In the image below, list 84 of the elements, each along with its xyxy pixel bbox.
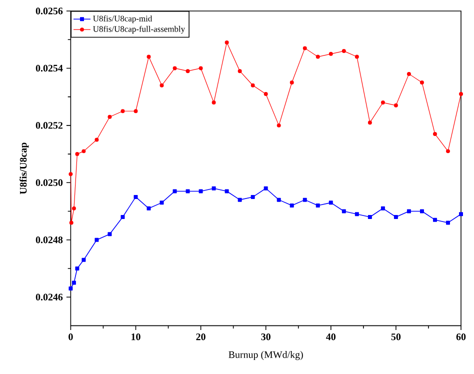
point (108, 232, 112, 236)
x-tick-label: 20 (196, 333, 206, 340)
point (212, 100, 216, 105)
point (342, 49, 346, 54)
point (69, 220, 74, 225)
y-tick-label: 0.0252 (36, 122, 63, 129)
point (134, 109, 138, 114)
point (75, 152, 80, 156)
point (290, 204, 294, 208)
point (380, 206, 385, 210)
point (198, 66, 203, 70)
point (120, 214, 125, 219)
point (186, 189, 190, 194)
point (250, 83, 255, 88)
y-tick-label: 0.0246 (36, 294, 63, 300)
point (172, 66, 177, 70)
point (160, 200, 164, 205)
point (238, 69, 242, 74)
point (276, 198, 281, 202)
point (328, 52, 333, 56)
point (302, 46, 307, 50)
point (82, 149, 86, 154)
point (94, 138, 99, 142)
point (380, 100, 385, 105)
point (342, 209, 346, 214)
point (302, 198, 307, 202)
point (316, 54, 320, 59)
y-tick-label: 0.0256 (36, 8, 63, 14)
point (368, 120, 372, 125)
point (238, 198, 242, 202)
point (459, 92, 463, 96)
point (459, 212, 463, 216)
point (406, 209, 411, 214)
point (146, 206, 151, 210)
point (146, 54, 151, 59)
point (420, 80, 424, 85)
legend-label: U8fis/U8cap-full-assembly (93, 26, 186, 34)
point (406, 72, 411, 76)
point (72, 280, 76, 285)
legend-label: U8fis/U8cap-mid (93, 15, 152, 24)
point (276, 123, 281, 128)
x-tick-label: 30 (261, 333, 270, 340)
point (354, 54, 359, 59)
y-tick-label: 0.0254 (36, 64, 63, 72)
point (368, 214, 372, 219)
point (316, 204, 320, 208)
point (432, 218, 437, 222)
point (264, 92, 268, 96)
point (224, 40, 229, 44)
point (432, 132, 437, 136)
x-tick-label: 50 (391, 333, 401, 340)
x-tick-label: 10 (132, 333, 140, 340)
point (328, 200, 333, 205)
point (68, 172, 73, 176)
point (94, 238, 99, 242)
point (420, 209, 424, 214)
point (394, 103, 398, 108)
point (354, 212, 359, 216)
point (446, 149, 450, 154)
point (446, 220, 450, 225)
point (264, 186, 268, 190)
x-axis-title: Burnup (MWd/kg) (228, 351, 303, 360)
y-tick-label: 0.0248 (36, 236, 63, 244)
point (212, 186, 216, 190)
point (290, 80, 294, 85)
point (394, 214, 398, 219)
point (172, 189, 177, 194)
point (68, 286, 73, 290)
y-axis-title: U8fis/U8cap (20, 142, 29, 194)
point (134, 194, 138, 199)
x-tick-label: 0 (68, 333, 73, 340)
point (186, 69, 190, 74)
point (120, 109, 125, 114)
point (108, 114, 112, 119)
point (82, 258, 86, 262)
point (75, 266, 80, 270)
y-tick-label: 0.0250 (36, 179, 63, 186)
point (224, 189, 229, 194)
point (160, 83, 164, 88)
point (72, 206, 76, 210)
x-tick-label: 40 (326, 333, 336, 340)
point (198, 189, 203, 194)
point (250, 194, 255, 199)
x-tick-label: 60 (456, 333, 466, 340)
